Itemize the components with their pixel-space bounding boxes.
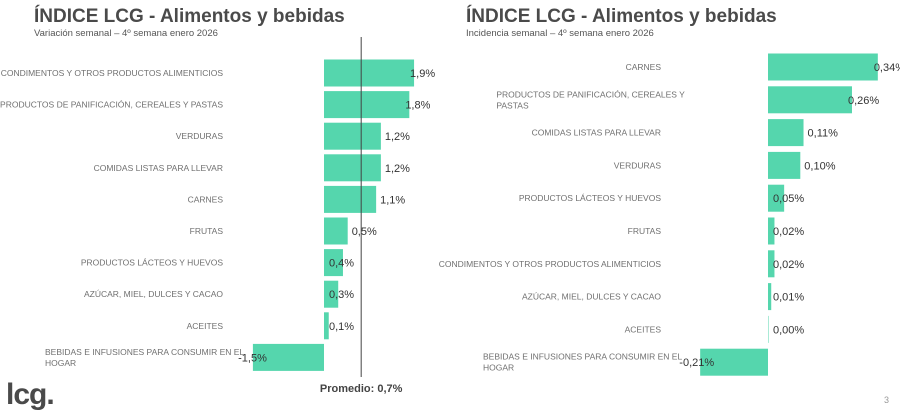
right-data-label: -0,21% (679, 357, 714, 369)
left-bar (324, 59, 415, 87)
right-data-label: 0,02% (773, 259, 804, 271)
right-category-label: VERDURAS (614, 160, 662, 170)
left-category-label: CONDIMENTOS Y OTROS PRODUCTOS ALIMENTICI… (1, 68, 224, 78)
left-bar (324, 122, 381, 150)
right-bar (768, 151, 801, 179)
right-category-label: CONDIMENTOS Y OTROS PRODUCTOS ALIMENTICI… (439, 259, 662, 269)
right-chart-title: ÍNDICE LCG - Alimentos y bebidas (466, 6, 777, 27)
left-category-label: PRODUCTOS LÁCTEOS Y HUEVOS (81, 258, 224, 268)
right-bar (768, 250, 775, 278)
left-data-label: 0,5% (352, 226, 377, 238)
right-bar (768, 53, 878, 81)
right-data-label: 0,11% (808, 128, 839, 140)
right-category-label: PRODUCTOS LÁCTEOS Y HUEVOS (519, 193, 662, 203)
left-data-label: 0,1% (329, 321, 354, 333)
right-data-label: 0,05% (773, 193, 804, 205)
right-data-label: 0,00% (773, 324, 804, 336)
left-data-label: 1,8% (405, 100, 430, 112)
right-chart-subtitle: Incidencia semanal – 4º semana enero 202… (466, 28, 654, 39)
left-data-label: 1,2% (385, 163, 410, 175)
right-bar (700, 348, 768, 376)
right-category-label: FRUTAS (628, 226, 662, 236)
right-bar (768, 184, 785, 212)
average-label: Promedio: 0,7% (320, 383, 403, 395)
right-data-label: 0,02% (773, 226, 804, 238)
left-bar (324, 217, 348, 245)
right-bar (768, 283, 772, 311)
left-category-label: ACEITES (187, 321, 224, 331)
left-bar (324, 154, 381, 182)
left-bar (324, 280, 339, 308)
right-category-label: COMIDAS LISTAS PARA LLEVAR (532, 128, 661, 138)
right-category-label: BEBIDAS E INFUSIONES PARA CONSUMIR EN EL… (483, 352, 682, 373)
right-category-label: CARNES (626, 62, 662, 72)
left-category-label: FRUTAS (190, 226, 224, 236)
right-bar (768, 217, 775, 245)
right-data-label: 0,26% (848, 95, 879, 107)
left-bar (324, 91, 410, 119)
right-data-label: 0,10% (804, 160, 835, 172)
left-category-label: CARNES (188, 194, 224, 204)
right-data-label: 0,34% (874, 62, 900, 74)
left-category-label: COMIDAS LISTAS PARA LLEVAR (94, 163, 223, 173)
left-category-label: BEBIDAS E INFUSIONES PARA CONSUMIR EN EL… (45, 347, 244, 368)
right-bar (768, 119, 804, 147)
right-category-label: ACEITES (625, 324, 662, 334)
left-data-label: 1,1% (380, 194, 405, 206)
left-data-label: 0,4% (329, 258, 354, 270)
lcg-logo: lcg. (6, 378, 55, 411)
page-number: 3 (884, 395, 890, 405)
left-bar (324, 185, 377, 213)
left-category-label: AZÚCAR, MIEL, DULCES Y CACAO (84, 289, 223, 299)
right-category-label: PRODUCTOS DE PANIFICACIÓN, CEREALES Y PAS… (496, 89, 685, 110)
left-category-label: VERDURAS (176, 131, 224, 141)
left-bar (324, 249, 343, 277)
left-data-label: 0,3% (329, 289, 354, 301)
right-category-label: AZÚCAR, MIEL, DULCES Y CACAO (522, 292, 661, 302)
left-chart-title: ÍNDICE LCG - Alimentos y bebidas (34, 6, 345, 27)
right-data-label: 0,01% (773, 292, 804, 304)
left-category-label: PRODUCTOS DE PANIFICACIÓN, CEREALES Y PA… (0, 100, 223, 110)
left-data-label: 1,2% (385, 131, 410, 143)
left-bar (324, 312, 329, 340)
right-bar (768, 86, 852, 114)
left-data-label: -1,5% (238, 352, 267, 364)
left-chart-subtitle: Variación semanal – 4º semana enero 2026 (34, 28, 218, 39)
right-bar (768, 315, 769, 343)
left-bar (252, 343, 324, 371)
left-data-label: 1,9% (410, 68, 435, 80)
